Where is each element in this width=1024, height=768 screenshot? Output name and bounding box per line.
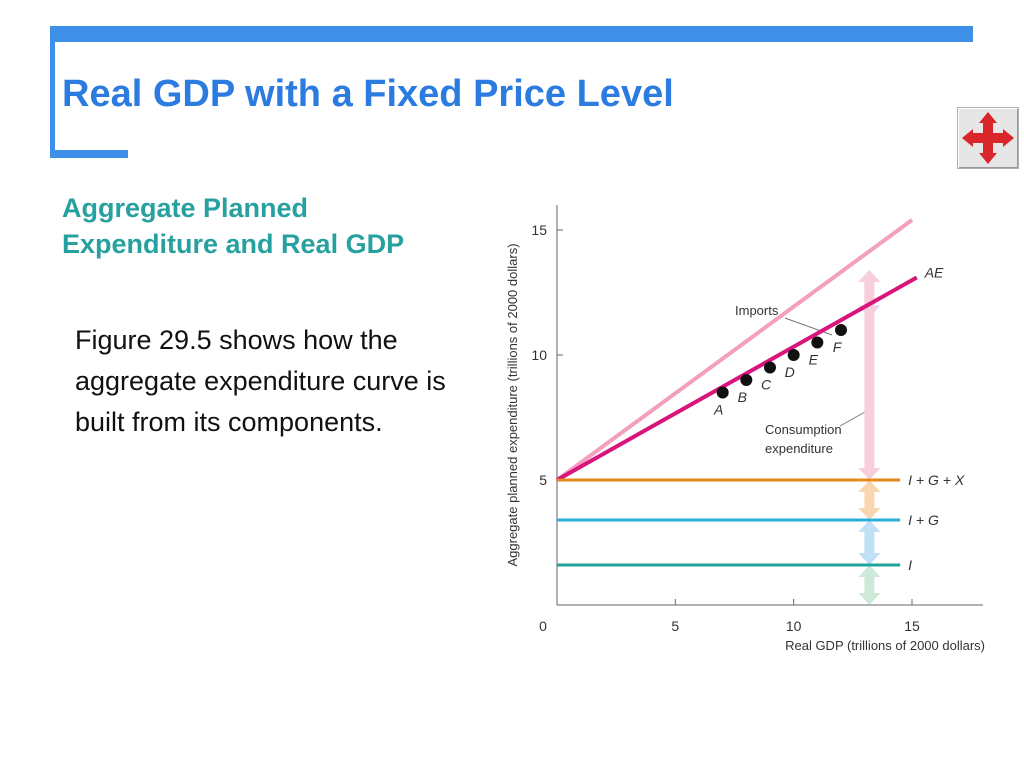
consumption-annotation-line2: expenditure: [765, 441, 833, 456]
investment-arrow-head-top: [858, 565, 881, 577]
section-subheading: Aggregate Planned Expenditure and Real G…: [62, 193, 405, 259]
consumption-arrow-head-top: [858, 270, 881, 282]
government-arrow-head-top: [858, 520, 881, 532]
data-point: [787, 349, 800, 361]
point-label: C: [761, 377, 772, 393]
consumption-annotation: Consumption expenditure: [765, 422, 845, 456]
point-label: B: [738, 389, 747, 405]
y-tick-label: 5: [539, 472, 547, 488]
data-point: [835, 324, 847, 336]
government-arrow-shaft: [864, 532, 875, 553]
aggregate-expenditure-chart: Aggregate planned expenditure (trillions…: [505, 200, 985, 653]
investment-arrow: [858, 565, 881, 605]
series-label-i: I: [908, 557, 912, 573]
series-line-ae: [556, 275, 918, 482]
point-label: D: [785, 364, 795, 380]
government-arrow: [858, 520, 881, 565]
navigation-button[interactable]: [957, 107, 1019, 169]
investment-arrow-head-bottom: [858, 593, 881, 605]
point-label: A: [713, 402, 723, 418]
investment-arrow-shaft: [864, 577, 875, 593]
y-axis-label: Aggregate planned expenditure (trillions…: [505, 243, 520, 566]
exports-arrow: [858, 480, 881, 520]
exports-arrow-head-bottom: [858, 508, 881, 520]
x-tick-label: 0: [539, 618, 547, 634]
series-label-i-g-x-c: I + G + X + C: [858, 200, 941, 201]
point-label: F: [833, 339, 843, 355]
x-tick-label: 10: [786, 618, 802, 634]
four-way-arrows-icon: [962, 112, 1014, 164]
x-tick-label: 15: [904, 618, 920, 634]
series-label-ae: AE: [924, 265, 944, 281]
consumption-arrow-head-bottom: [858, 468, 881, 480]
data-point: [764, 361, 776, 374]
series-line-i-g-x-c: [555, 218, 914, 482]
top-accent-bar: [50, 26, 973, 42]
y-tick-label: 10: [531, 347, 547, 363]
page-title: Real GDP with a Fixed Price Level: [62, 73, 674, 115]
consumption-annotation-line1: Consumption: [765, 422, 842, 437]
series-label-i-g-x: I + G + X: [908, 472, 965, 488]
imports-pointer: [784, 317, 833, 336]
data-point: [716, 386, 729, 399]
plot-area: 05101551015I + G + X + CAEI + G + XI + G…: [531, 200, 983, 634]
point-label: E: [809, 352, 819, 368]
series-label-i-g: I + G: [908, 512, 939, 528]
y-tick-label: 15: [531, 222, 547, 238]
consumption-arrow: [858, 270, 881, 480]
exports-arrow-head-top: [858, 480, 881, 492]
x-tick-label: 5: [671, 618, 679, 634]
government-arrow-head-bottom: [858, 553, 881, 565]
exports-arrow-shaft: [864, 492, 875, 508]
body-paragraph: Figure 29.5 shows how the aggregate expe…: [75, 325, 446, 437]
imports-annotation: Imports: [735, 303, 779, 318]
consumption-pointer: [839, 411, 866, 427]
consumption-arrow-shaft: [864, 282, 875, 468]
x-axis-label: Real GDP (trillions of 2000 dollars): [785, 638, 985, 653]
data-point: [740, 374, 753, 386]
data-point: [811, 336, 824, 349]
left-accent-bar: [50, 26, 55, 158]
title-underline-bar: [50, 150, 128, 158]
